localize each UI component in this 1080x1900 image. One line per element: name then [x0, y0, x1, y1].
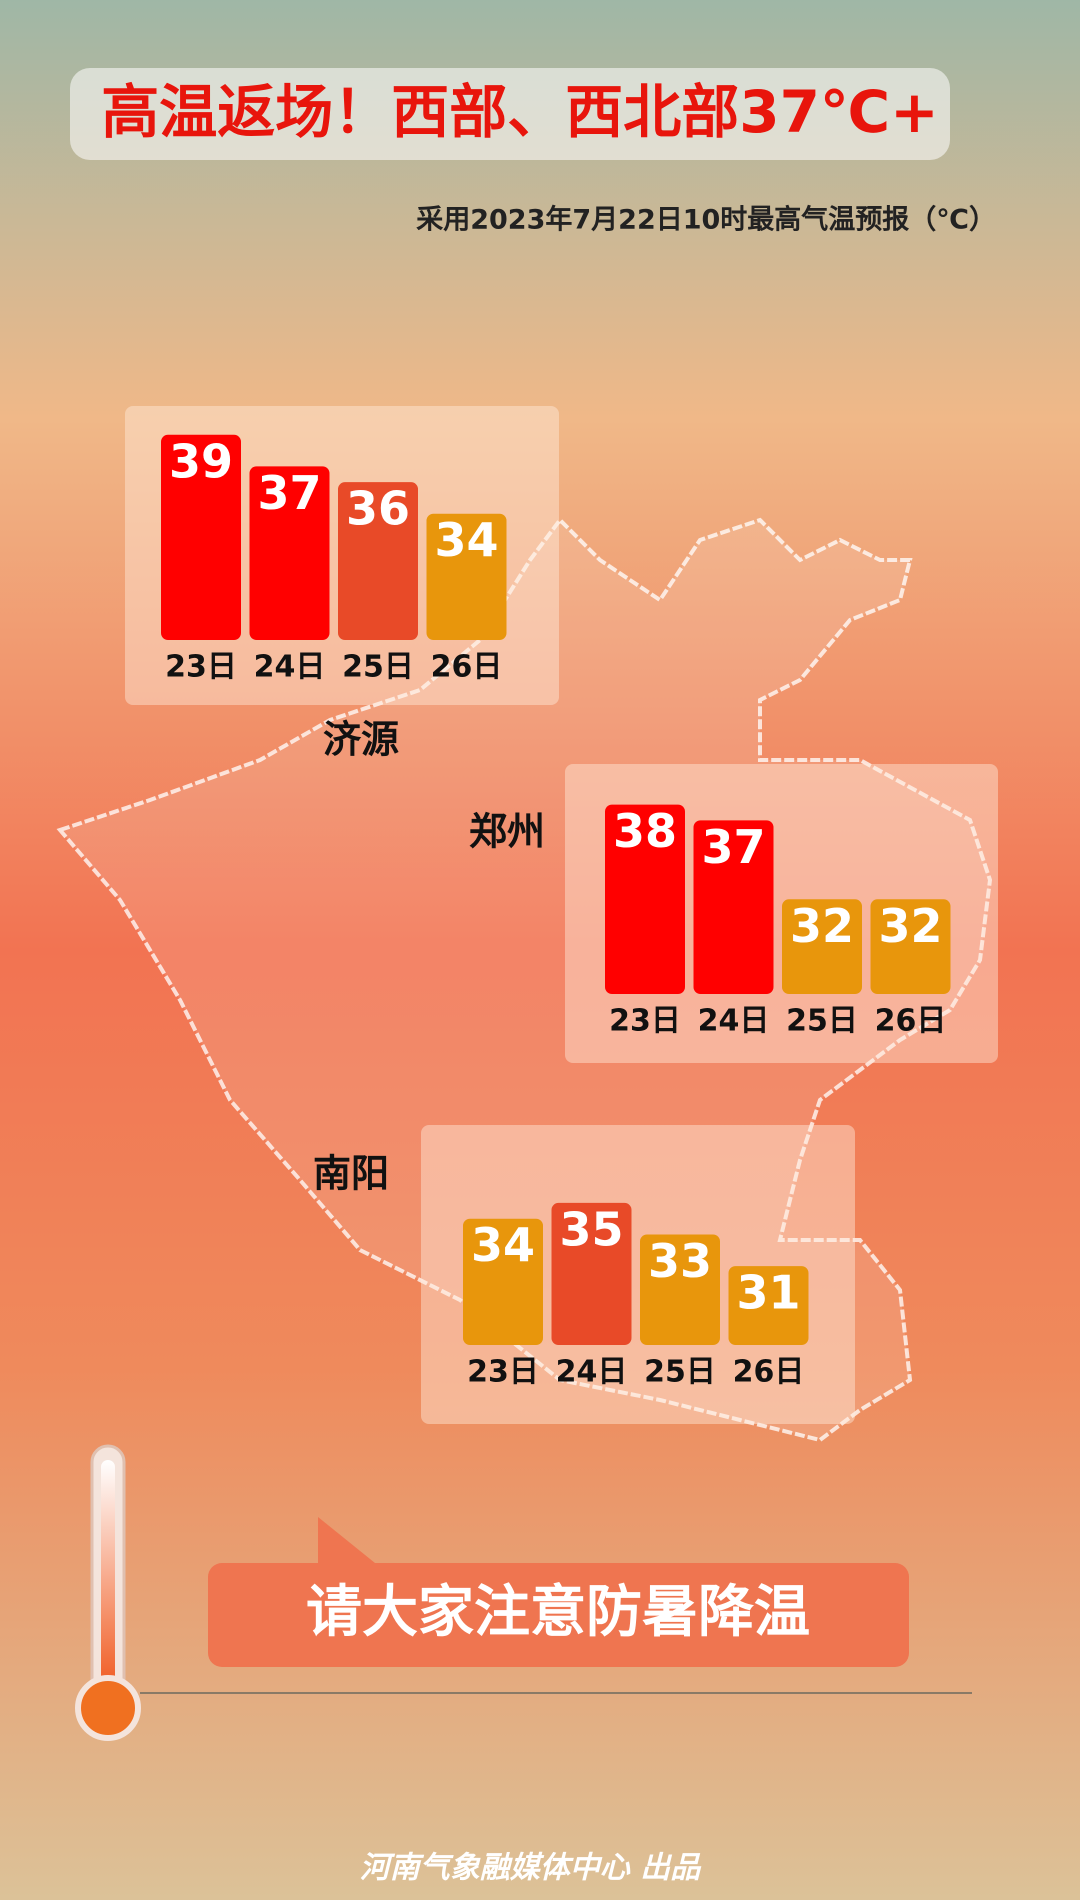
bar [426, 513, 507, 640]
bar [249, 466, 330, 640]
city-label: 济源 [323, 718, 399, 762]
map-outline [56, 516, 993, 1443]
value-label: 37 [701, 820, 765, 874]
title: 高温返场！西部、西北部37℃+ [101, 78, 939, 146]
city-label: 郑州 [469, 810, 545, 854]
value-label: 34 [471, 1218, 535, 1272]
bar [551, 1202, 632, 1345]
value-label: 37 [257, 466, 321, 520]
x-tick-label: 24日 [698, 1004, 770, 1039]
thermometer [75, 1444, 972, 1741]
value-label: 34 [434, 513, 498, 567]
x-tick-label: 26日 [875, 1004, 947, 1039]
bar [728, 1266, 809, 1345]
callout-box [208, 1563, 909, 1667]
city-label: 南阳 [313, 1152, 389, 1196]
subtitle: 采用2023年7月22日10时最高气温预报（℃） [416, 204, 996, 236]
x-tick-label: 26日 [431, 650, 503, 685]
x-tick-label: 23日 [467, 1355, 539, 1390]
x-tick-label: 23日 [609, 1004, 681, 1039]
x-tick-label: 23日 [165, 650, 237, 685]
bar [463, 1218, 543, 1345]
bar [161, 434, 241, 640]
value-label: 36 [346, 482, 410, 536]
x-tick-label: 24日 [556, 1355, 628, 1390]
callout-tail [318, 1517, 375, 1563]
bar [782, 899, 862, 994]
value-label: 32 [790, 899, 854, 953]
callout-text: 请大家注意防暑降温 [306, 1580, 810, 1645]
x-tick-label: 25日 [786, 1004, 858, 1039]
value-label: 31 [736, 1266, 800, 1320]
value-label: 35 [559, 1202, 623, 1256]
bar [870, 899, 951, 994]
x-tick-label: 24日 [254, 650, 326, 685]
chart-panel [421, 1125, 855, 1424]
bar [605, 804, 685, 994]
footer: 河南气象融媒体中心 出品 [360, 1851, 702, 1886]
bar [693, 820, 774, 994]
x-tick-label: 25日 [342, 650, 414, 685]
value-label: 39 [169, 434, 233, 488]
bar [640, 1234, 720, 1345]
x-tick-label: 26日 [733, 1355, 805, 1390]
bar [338, 482, 418, 640]
x-tick-label: 25日 [644, 1355, 716, 1390]
value-label: 38 [613, 804, 677, 858]
title-backdrop [70, 68, 950, 160]
value-label: 33 [648, 1234, 712, 1288]
value-label: 32 [878, 899, 942, 953]
